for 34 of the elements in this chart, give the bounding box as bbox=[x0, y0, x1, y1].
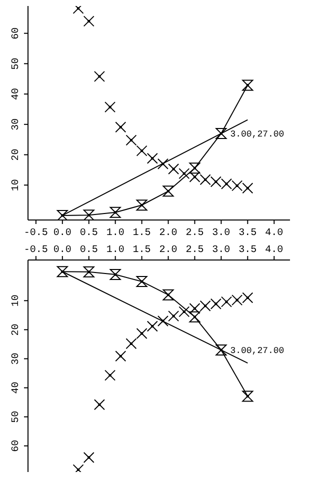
x-tick-label: 0.5 bbox=[80, 228, 98, 239]
y-tick-label: 30 bbox=[11, 352, 22, 365]
y-tick-label: 40 bbox=[11, 88, 22, 100]
x-tick-label: 0.0 bbox=[53, 245, 72, 256]
annotation: 3.00,27.00 bbox=[230, 346, 284, 356]
y-tick-label: 40 bbox=[11, 382, 22, 394]
x-tick-label: 2.0 bbox=[159, 245, 178, 256]
x-tick-label: -0.5 bbox=[24, 245, 48, 256]
x-tick-label: 3.5 bbox=[238, 245, 257, 256]
x-tick-label: 2.5 bbox=[186, 228, 204, 239]
x-tick-label: 2.0 bbox=[159, 228, 178, 239]
x-tick-label: 3.0 bbox=[212, 228, 230, 239]
y-tick-label: 30 bbox=[11, 118, 22, 130]
x-tick-label: 1.5 bbox=[132, 245, 151, 256]
x-tick-label: 1.0 bbox=[106, 245, 124, 256]
y-tick-label: 60 bbox=[11, 440, 22, 452]
x-tick-label: 3.5 bbox=[238, 228, 257, 239]
x-tick-label: 1.0 bbox=[106, 228, 124, 239]
x-tick-label: 1.5 bbox=[132, 228, 151, 239]
x-tick-label: 0.5 bbox=[80, 245, 98, 256]
y-tick-label: 20 bbox=[11, 148, 22, 161]
x-tick-label: 3.0 bbox=[212, 245, 230, 256]
x-tick-label: 0.0 bbox=[53, 228, 72, 239]
x-tick-label: 2.5 bbox=[186, 245, 204, 256]
y-tick-label: 50 bbox=[11, 58, 22, 70]
y-tick-label: 20 bbox=[11, 324, 22, 336]
x-tick-label: -0.5 bbox=[24, 228, 48, 239]
y-tick-label: 10 bbox=[11, 179, 22, 192]
y-tick-label: 10 bbox=[11, 294, 22, 307]
y-tick-label: 50 bbox=[11, 410, 22, 423]
y-tick-label: 60 bbox=[11, 27, 22, 40]
annotation: 3.00,27.00 bbox=[230, 130, 284, 140]
x-tick-label: 4.0 bbox=[265, 228, 284, 239]
x-tick-label: 4.0 bbox=[265, 245, 284, 256]
